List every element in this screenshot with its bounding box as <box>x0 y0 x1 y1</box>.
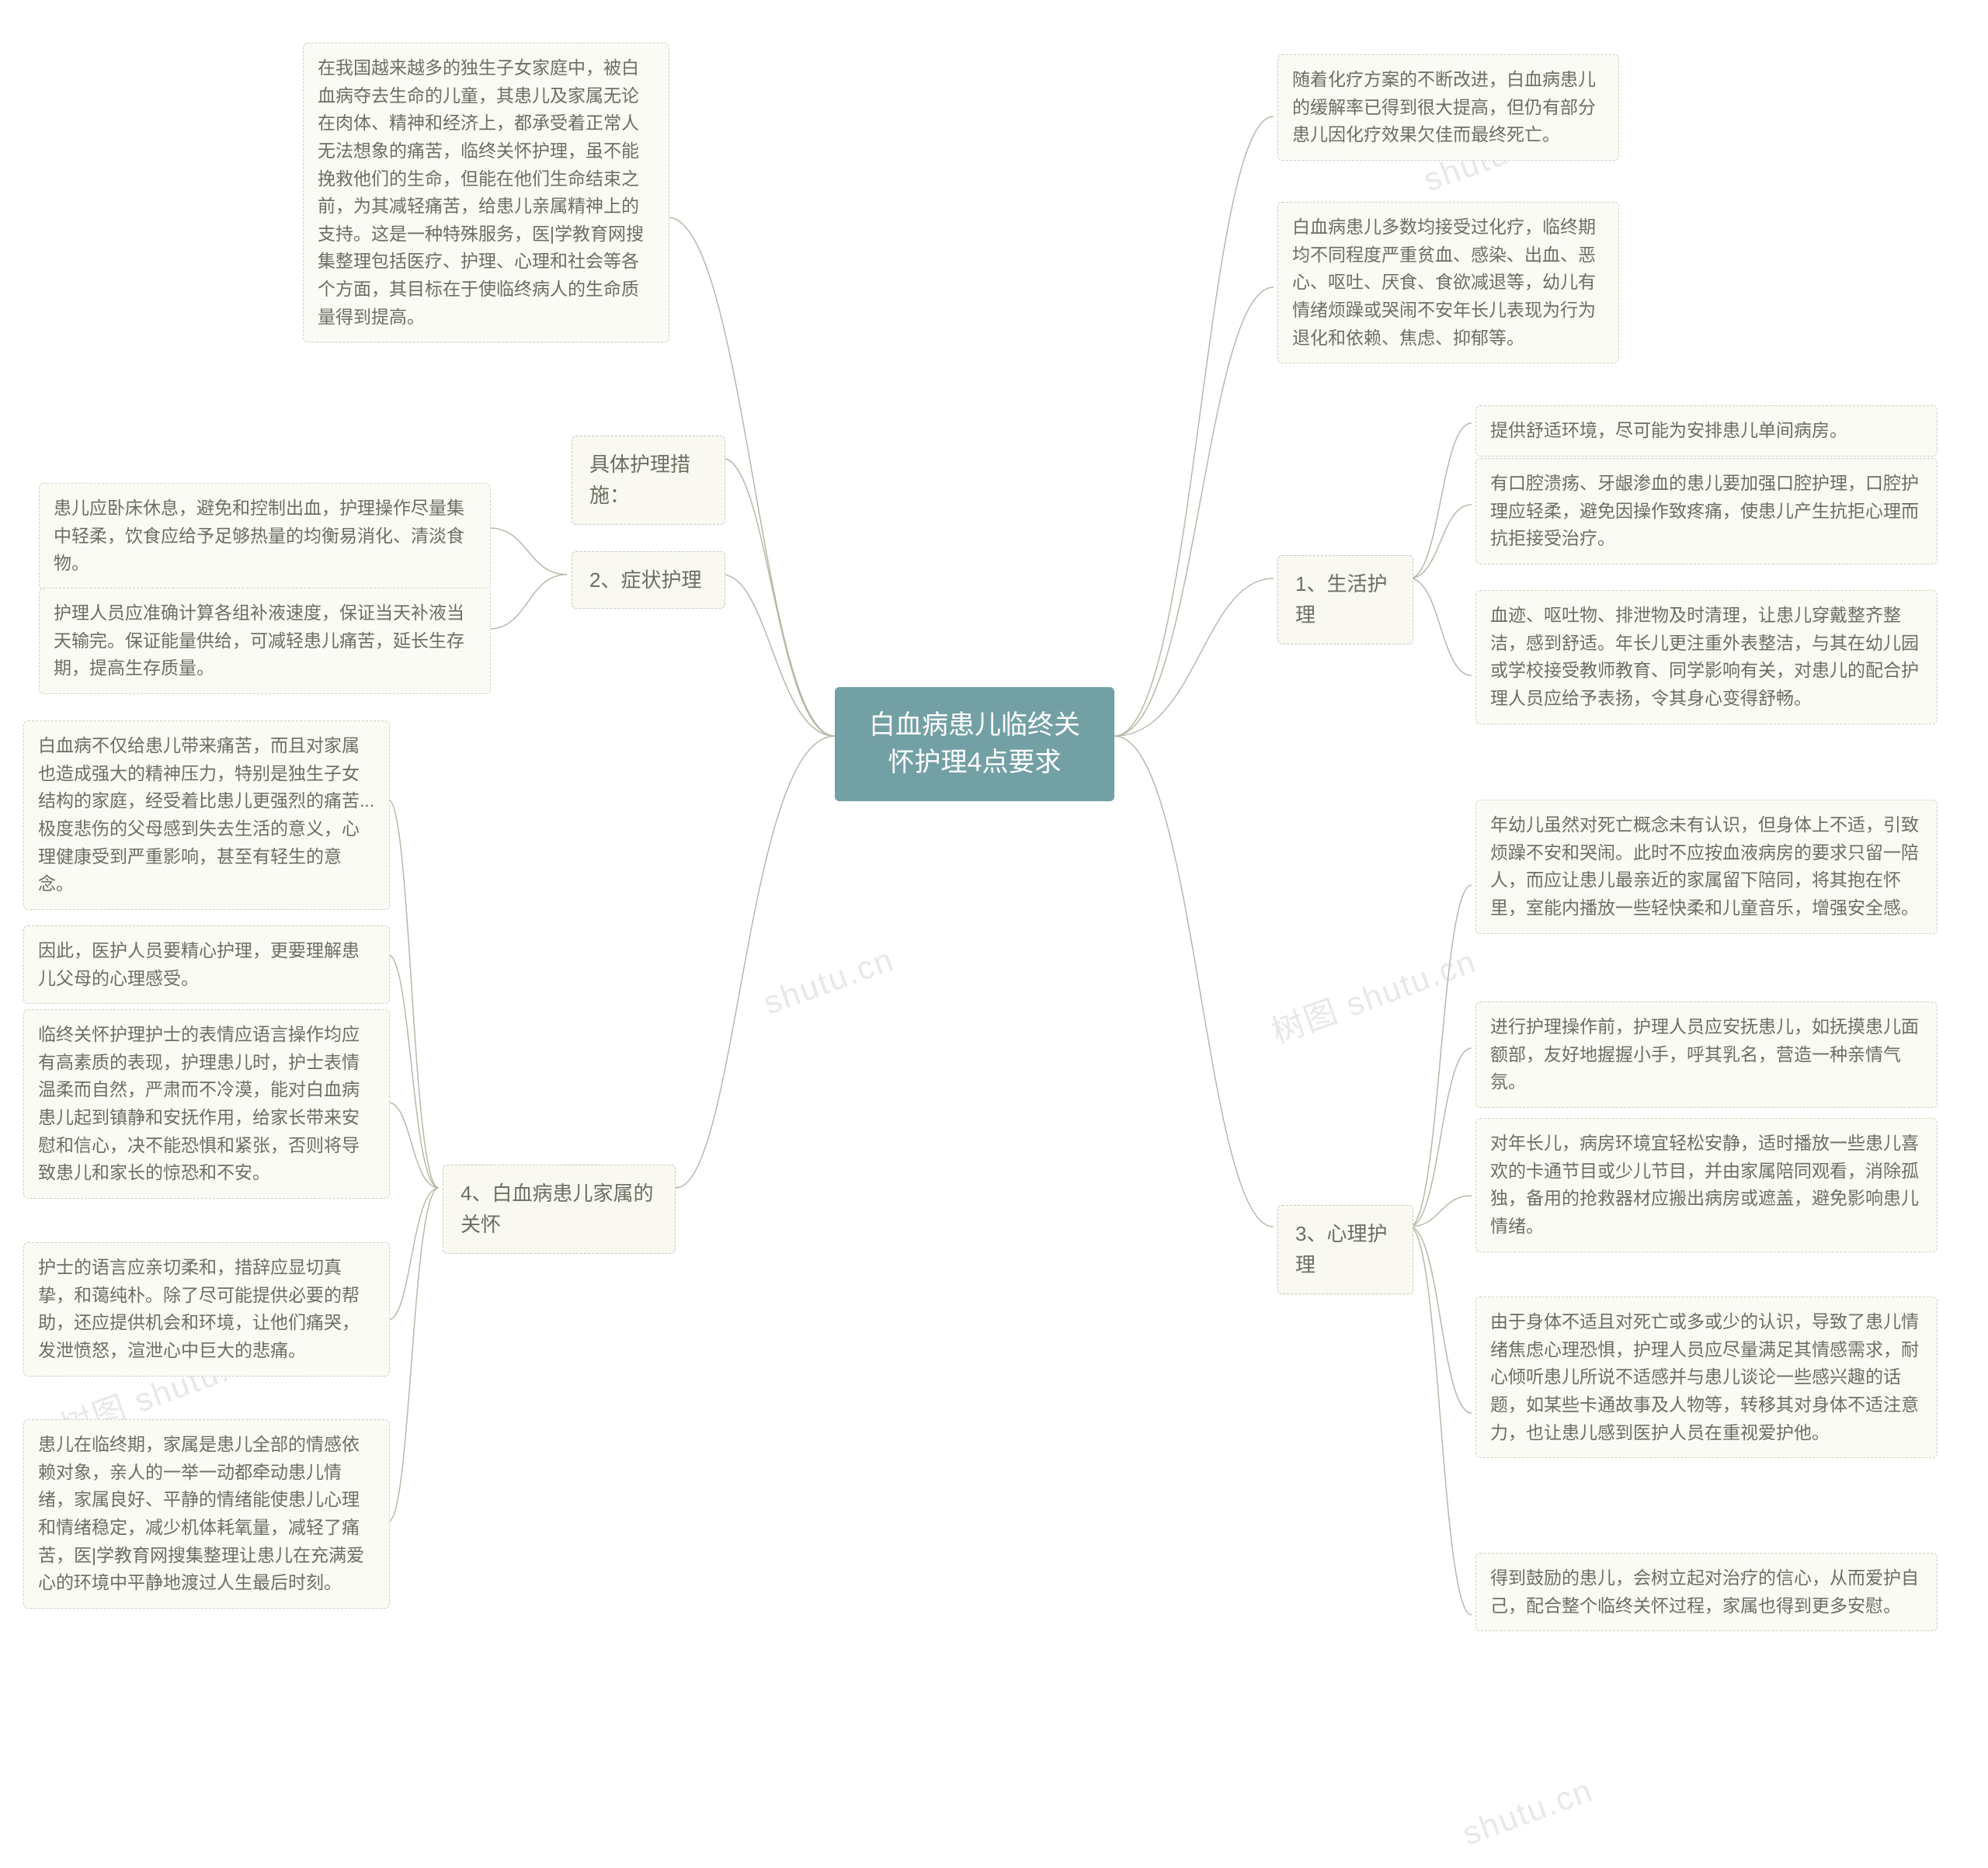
watermark: shutu.cn <box>759 941 899 1023</box>
center-node: 白血病患儿临终关怀护理4点要求 <box>835 687 1114 801</box>
branch-4-title: 4、白血病患儿家属的关怀 <box>443 1165 676 1254</box>
branch-1-title: 1、生活护理 <box>1277 555 1413 644</box>
branch-1-item: 提供舒适环境，尽可能为安排患儿单间病房。 <box>1475 405 1938 457</box>
right-intro-2: 白血病患儿多数均接受过化疗，临终期均不同程度严重贫血、感染、出血、恶心、呕吐、厌… <box>1277 202 1619 363</box>
left-intro: 在我国越来越多的独生子女家庭中，被白血病夺去生命的儿童，其患儿及家属无论在肉体、… <box>303 43 669 342</box>
branch-4-item: 因此，医护人员要精心护理，更要理解患儿父母的心理感受。 <box>23 925 390 1004</box>
watermark: shutu.cn <box>1458 1772 1598 1853</box>
measures-label: 具体护理措施： <box>572 436 725 525</box>
branch-3-item: 年幼儿虽然对死亡概念未有认识，但身体上不适，引致烦躁不安和哭闹。此时不应按血液病… <box>1475 800 1938 934</box>
branch-4-item: 白血病不仅给患儿带来痛苦，而且对家属也造成强大的精神压力，特别是独生子女结构的家… <box>23 720 390 910</box>
branch-2-item: 患儿应卧床休息，避免和控制出血，护理操作尽量集中轻柔，饮食应给予足够热量的均衡易… <box>39 483 491 589</box>
right-intro-1: 随着化疗方案的不断改进，白血病患儿的缓解率已得到很大提高，但仍有部分患儿因化疗效… <box>1277 54 1619 161</box>
branch-2-item: 护理人员应准确计算各组补液速度，保证当天补液当天输完。保证能量供给，可减轻患儿痛… <box>39 588 491 694</box>
branch-2-title: 2、症状护理 <box>572 551 725 609</box>
branch-3-item: 进行护理操作前，护理人员应安抚患儿，如抚摸患儿面额部，友好地握握小手，呼其乳名，… <box>1475 1002 1938 1108</box>
branch-3-item: 由于身体不适且对死亡或多或少的认识，导致了患儿情绪焦虑心理恐惧，护理人员应尽量满… <box>1475 1297 1938 1458</box>
branch-4-item: 护士的语言应亲切柔和，措辞应显切真挚，和蔼纯朴。除了尽可能提供必要的帮助，还应提… <box>23 1242 390 1377</box>
branch-3-title: 3、心理护理 <box>1277 1205 1413 1294</box>
branch-1-item: 有口腔溃疡、牙龈渗血的患儿要加强口腔护理，口腔护理应轻柔，避免因操作致疼痛，使患… <box>1475 458 1938 564</box>
branch-3-item: 对年长儿，病房环境宜轻松安静，适时播放一些患儿喜欢的卡通节目或少儿节目，并由家属… <box>1475 1118 1938 1252</box>
watermark: 树图 shutu.cn <box>1264 936 1482 1054</box>
branch-4-item: 临终关怀护理护士的表情应语言操作均应有高素质的表现，护理患儿时，护士表情温柔而自… <box>23 1009 390 1199</box>
branch-1-item: 血迹、呕吐物、排泄物及时清理，让患儿穿戴整齐整洁，感到舒适。年长儿更注重外表整洁… <box>1475 590 1938 724</box>
branch-3-item: 得到鼓励的患儿，会树立起对治疗的信心，从而爱护自己，配合整个临终关怀过程，家属也… <box>1475 1553 1938 1631</box>
branch-4-item: 患儿在临终期，家属是患儿全部的情感依赖对象，亲人的一举一动都牵动患儿情绪，家属良… <box>23 1419 390 1609</box>
